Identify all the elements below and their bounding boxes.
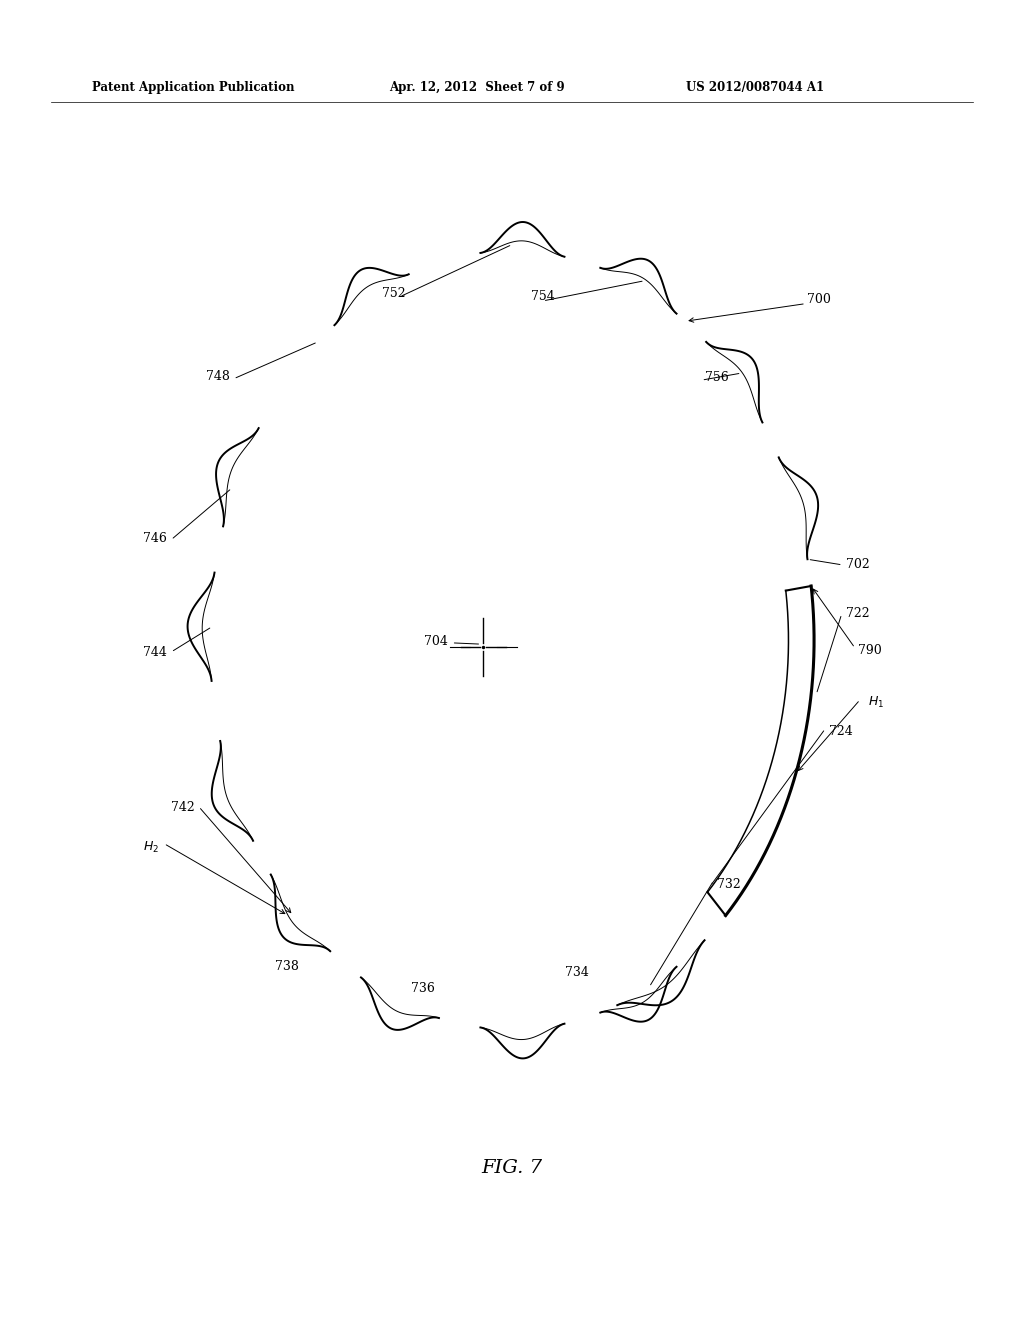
Text: 790: 790	[858, 644, 882, 657]
Text: $H_2$: $H_2$	[142, 840, 159, 855]
Text: 736: 736	[411, 982, 435, 995]
Text: 724: 724	[829, 725, 853, 738]
Text: 732: 732	[717, 878, 740, 891]
Text: 756: 756	[705, 371, 728, 384]
Text: 754: 754	[530, 290, 555, 304]
Text: FIG. 7: FIG. 7	[481, 1159, 543, 1177]
Text: Apr. 12, 2012  Sheet 7 of 9: Apr. 12, 2012 Sheet 7 of 9	[389, 81, 565, 94]
Text: 742: 742	[171, 801, 195, 814]
Text: 752: 752	[382, 286, 407, 300]
Text: 700: 700	[807, 293, 830, 306]
Text: $H_1$: $H_1$	[868, 694, 885, 710]
Text: 748: 748	[206, 370, 229, 383]
Text: 702: 702	[846, 558, 869, 572]
Text: 704: 704	[424, 635, 447, 648]
Text: Patent Application Publication: Patent Application Publication	[92, 81, 295, 94]
Text: 734: 734	[564, 966, 589, 979]
Text: US 2012/0087044 A1: US 2012/0087044 A1	[686, 81, 824, 94]
Text: 738: 738	[275, 960, 299, 973]
Text: 744: 744	[143, 645, 167, 659]
Text: 746: 746	[143, 532, 167, 545]
Text: 722: 722	[846, 607, 869, 620]
